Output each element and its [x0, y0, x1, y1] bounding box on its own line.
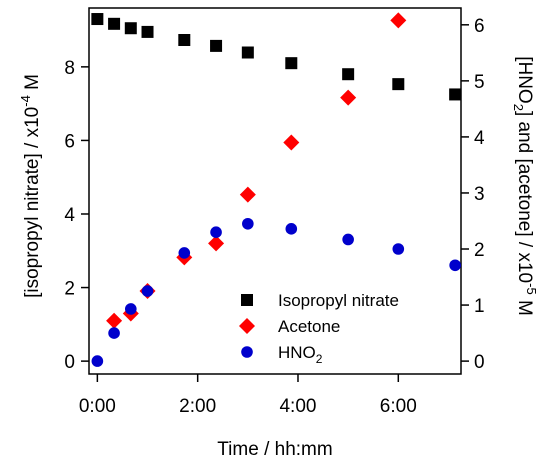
hno2-point [91, 355, 104, 367]
right-y-axis: 0 1 2 3 4 5 6 [461, 16, 485, 373]
isopropyl-nitrate-point [342, 68, 355, 81]
hno2-point [108, 327, 120, 339]
hno2-point [285, 223, 298, 235]
hno2-point [141, 285, 154, 297]
isopropyl-nitrate-point [178, 34, 191, 47]
x-axis: 0:00 2:00 4:00 6:00 [79, 374, 417, 417]
left-y-tick-label: 0 [64, 352, 75, 373]
right-y-axis-title-exponent: -5 [524, 283, 539, 295]
legend: Isopropyl nitrate Acetone HNO2 [239, 291, 399, 366]
right-y-axis-title-middle: ] and [acetone] / x10 [514, 111, 535, 283]
hno2-point [124, 303, 137, 315]
legend-label-text: Isopropyl nitrate [278, 291, 399, 310]
acetone-point [239, 186, 256, 203]
x-tick-label: 4:00 [279, 396, 316, 417]
legend-label-acetone: Acetone [278, 317, 340, 336]
acetone-point [283, 134, 300, 151]
legend-label-subscript: 2 [316, 352, 323, 366]
isopropyl-nitrate-point [392, 78, 405, 91]
isopropyl-nitrate-point [241, 46, 254, 59]
hno2-point [178, 247, 191, 259]
isopropyl-nitrate-point [285, 57, 298, 70]
isopropyl-nitrate-point [449, 88, 462, 101]
right-y-tick-label: 5 [474, 72, 485, 93]
right-y-tick-label: 4 [474, 128, 485, 149]
hno2-point [342, 233, 354, 246]
data-points [91, 12, 462, 367]
left-y-tick-label: 2 [64, 279, 75, 300]
left-y-axis: 0 2 4 6 8 [64, 58, 89, 373]
left-y-tick-label: 6 [64, 131, 75, 152]
left-y-axis-title-unit: M [22, 74, 43, 95]
right-y-axis-title-unit: M [514, 295, 535, 316]
legend-marker-isopropyl-nitrate [241, 294, 253, 306]
left-y-axis-title-main: [isopropyl nitrate] / x10 [22, 107, 43, 298]
legend-label-isopropyl-nitrate: Isopropyl nitrate [278, 291, 399, 310]
acetone-point [390, 12, 407, 29]
legend-label-text: HNO [278, 343, 316, 362]
plot-border [88, 7, 462, 375]
left-y-axis-title-exponent: -4 [18, 95, 33, 107]
hno2-point [210, 226, 222, 238]
legend-label-hno2: HNO2 [278, 343, 323, 366]
x-tick-label: 2:00 [179, 396, 216, 417]
right-y-tick-label: 1 [474, 296, 485, 317]
right-y-axis-title: [HNO2] and [acetone] / x10-5 M [511, 56, 539, 316]
x-tick-label: 0:00 [79, 396, 116, 417]
x-axis-title: Time / hh:mm [217, 439, 332, 460]
hno2-point [392, 243, 405, 255]
legend-label-text: Acetone [278, 317, 340, 336]
isopropyl-nitrate-point [124, 22, 137, 35]
right-y-tick-label: 2 [474, 240, 485, 261]
left-y-tick-label: 8 [64, 58, 75, 79]
acetone-point [106, 312, 123, 329]
right-y-axis-title-main: [HNO [514, 56, 535, 104]
right-y-axis-title-subscript: 2 [511, 104, 526, 111]
isopropyl-nitrate-point [141, 25, 154, 38]
acetone-point [340, 89, 357, 106]
acetone-point [208, 235, 225, 252]
x-tick-label: 6:00 [380, 396, 417, 417]
right-y-tick-label: 6 [474, 16, 485, 37]
hno2-point [449, 259, 461, 272]
isopropyl-nitrate-point [108, 17, 121, 30]
legend-marker-hno2 [241, 346, 253, 358]
right-y-tick-label: 0 [474, 352, 485, 373]
right-y-tick-label: 3 [474, 184, 485, 205]
left-y-tick-label: 4 [64, 205, 75, 226]
hno2-point [242, 217, 254, 230]
legend-marker-acetone [239, 318, 255, 334]
plot-frame [88, 7, 462, 375]
isopropyl-nitrate-point [210, 39, 223, 52]
isopropyl-nitrate-point [91, 13, 104, 26]
left-y-axis-title: [isopropyl nitrate] / x10-4 M [18, 74, 43, 298]
